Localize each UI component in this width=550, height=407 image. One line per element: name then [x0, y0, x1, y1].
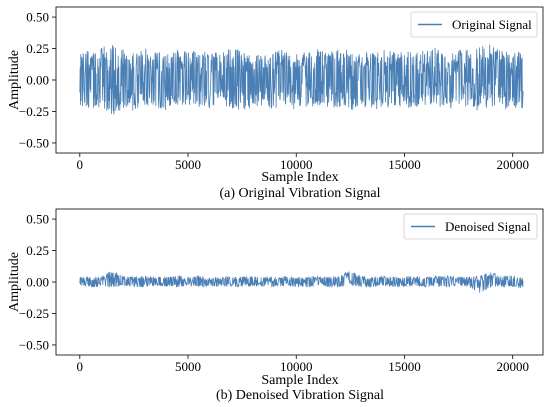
- y-tick-label: 0.50: [26, 10, 49, 25]
- axis-ticks: 0 5000 10000 15000 20000 0.50 0.25 0.00 −0.25 −0.…: [19, 212, 529, 374]
- x-tick-label: 15000: [388, 157, 421, 172]
- y-tick-label: 0.50: [26, 212, 49, 227]
- x-axis-label: Sample Index: [261, 373, 338, 388]
- x-tick-label: 0: [77, 157, 84, 172]
- legend: Denoised Signal: [403, 213, 538, 240]
- legend-label: Denoised Signal: [445, 219, 531, 234]
- x-tick-label: 20000: [496, 359, 529, 374]
- axis-ticks: 0 5000 10000 15000 20000 0.50 0.25 0.00 −0.25 −0.…: [19, 10, 529, 172]
- x-tick-label: 20000: [496, 157, 529, 172]
- y-tick-label: −0.25: [19, 306, 49, 321]
- y-tick-label: −0.50: [19, 135, 49, 150]
- series-line: [79, 271, 524, 293]
- y-tick-label: −0.25: [19, 104, 49, 119]
- panel-original-signal: 0 5000 10000 15000 20000 0.50 0.25 0.00 −0.25 −0.…: [7, 6, 544, 201]
- x-tick-label: 5000: [175, 359, 201, 374]
- legend-box: [403, 213, 538, 240]
- x-tick-label: 5000: [175, 157, 201, 172]
- x-tick-label: 0: [77, 359, 84, 374]
- legend: Original Signal: [410, 11, 538, 38]
- y-axis-label: Amplitude: [7, 252, 22, 312]
- panel-denoised-signal: 0 5000 10000 15000 20000 0.50 0.25 0.00 −0.25 −0.…: [7, 208, 544, 403]
- legend-box: [410, 11, 538, 38]
- subplot-caption: (b) Denoised Vibration Signal: [216, 388, 384, 403]
- x-tick-label: 15000: [388, 359, 421, 374]
- x-axis-label: Sample Index: [261, 170, 338, 185]
- subplot-caption: (a) Original Vibration Signal: [219, 186, 380, 201]
- series-layer: [79, 271, 524, 293]
- y-tick-label: 0.25: [26, 41, 49, 56]
- y-tick-label: 0.00: [26, 73, 49, 88]
- legend-label: Original Signal: [452, 17, 532, 32]
- series-layer: [79, 44, 524, 115]
- y-tick-label: −0.50: [19, 337, 49, 352]
- x-tick-label: 10000: [280, 359, 313, 374]
- y-tick-label: 0.25: [26, 243, 49, 258]
- x-tick-label: 10000: [280, 157, 313, 172]
- y-tick-label: 0.00: [26, 275, 49, 290]
- y-axis-label: Amplitude: [7, 50, 22, 110]
- series-line: [79, 44, 524, 115]
